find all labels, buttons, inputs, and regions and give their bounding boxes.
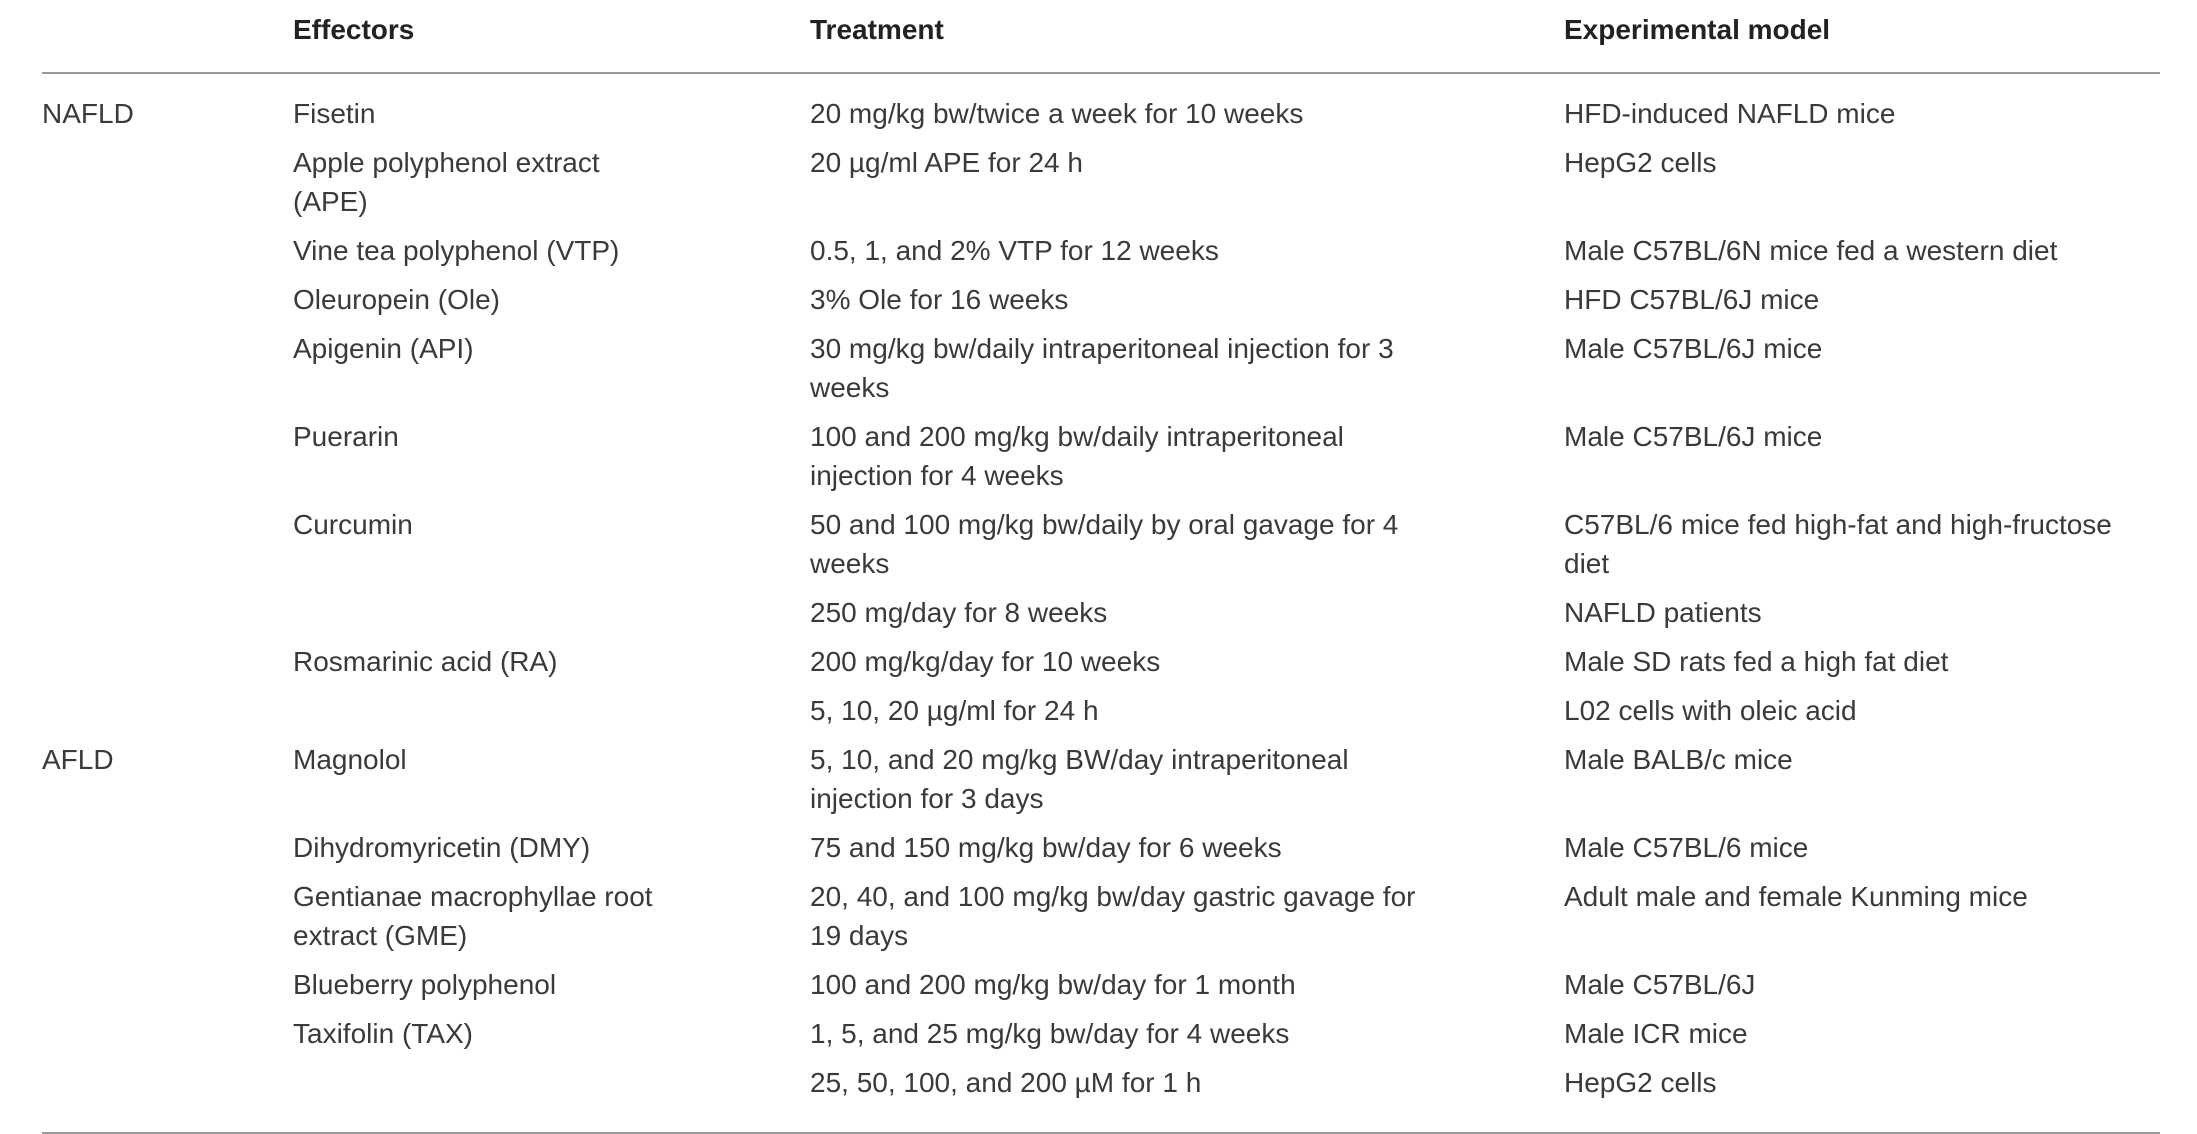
model-cell: Male C57BL/6 mice [1564,832,1809,863]
effector-cell: Magnolol [293,744,407,775]
table-row: AFLD Magnolol 5, 10, and 20 mg/kg BW/day i… [42,740,2160,828]
table-row: 250 mg/day for 8 weeks NAFLD patients [42,593,2160,642]
treatment-cell: 250 mg/day for 8 weeks [810,597,1108,628]
model-cell: Male ICR mice [1564,1018,1748,1049]
table-header: Effectors Treatment Experimental model [42,0,2160,74]
model-cell: HFD C57BL/6J mice [1564,284,1820,315]
treatment-cell: 0.5, 1, and 2% VTP for 12 weeks [810,235,1219,266]
treatment-cell: 100 and 200 mg/kg bw/daily intraperitone… [810,421,1344,491]
table-row: Rosmarinic acid (RA) 200 mg/kg/day for 10… [42,642,2160,691]
model-cell: Adult male and female Kunming mice [1564,881,2028,912]
effector-cell: Gentianae macrophyllae root extract (GME… [293,881,653,951]
table-row: Vine tea polyphenol (VTP) 0.5, 1, and 2% … [42,231,2160,280]
group-cell: NAFLD [42,98,134,129]
effector-cell: Rosmarinic acid (RA) [293,646,558,677]
model-cell: NAFLD patients [1564,597,1762,628]
effector-cell: Curcumin [293,509,413,540]
table-row: 25, 50, 100, and 200 µM for 1 h HepG2 cel… [42,1063,2160,1112]
table-row: Dihydromyricetin (DMY) 75 and 150 mg/kg b… [42,828,2160,877]
group-cell: AFLD [42,744,114,775]
treatment-cell: 1, 5, and 25 mg/kg bw/day for 4 weeks [810,1018,1290,1049]
effector-cell: Taxifolin (TAX) [293,1018,473,1049]
effector-cell: Apigenin (API) [293,333,474,364]
table-row: NAFLD Fisetin 20 mg/kg bw/twice a week for… [42,94,2160,143]
treatment-cell: 200 mg/kg/day for 10 weeks [810,646,1161,677]
table-row: Apigenin (API) 30 mg/kg bw/daily intraper… [42,329,2160,417]
model-cell: HepG2 cells [1564,147,1717,178]
effector-cell: Puerarin [293,421,399,452]
model-cell: Male SD rats fed a high fat diet [1564,646,1949,677]
treatment-cell: 50 and 100 mg/kg bw/daily by oral gavage… [810,509,1399,579]
effector-cell: Dihydromyricetin (DMY) [293,832,591,863]
table-body: NAFLD Fisetin 20 mg/kg bw/twice a week for… [42,74,2160,1134]
treatment-cell: 20 µg/ml APE for 24 h [810,147,1083,178]
table-row: Gentianae macrophyllae root extract (GME… [42,877,2160,965]
table-row: Blueberry polyphenol 100 and 200 mg/kg bw… [42,965,2160,1014]
effector-cell: Blueberry polyphenol [293,969,557,1000]
effector-cell: Fisetin [293,98,376,129]
header-effectors: Effectors [293,14,415,45]
treatment-cell: 5, 10, 20 µg/ml for 24 h [810,695,1099,726]
model-cell: L02 cells with oleic acid [1564,695,1857,726]
treatment-cell: 20, 40, and 100 mg/kg bw/day gastric gav… [810,881,1416,951]
header-experimental-model: Experimental model [1564,14,1831,45]
treatment-cell: 75 and 150 mg/kg bw/day for 6 weeks [810,832,1282,863]
table-row: Curcumin 50 and 100 mg/kg bw/daily by ora… [42,505,2160,593]
model-cell: HFD-induced NAFLD mice [1564,98,1896,129]
treatment-cell: 20 mg/kg bw/twice a week for 10 weeks [810,98,1304,129]
table-row: Oleuropein (Ole) 3% Ole for 16 weeks HFD C… [42,280,2160,329]
table-row: Taxifolin (TAX) 1, 5, and 25 mg/kg bw/day… [42,1014,2160,1063]
treatment-cell: 5, 10, and 20 mg/kg BW/day intraperitone… [810,744,1349,814]
treatment-cell: 3% Ole for 16 weeks [810,284,1069,315]
treatment-cell: 25, 50, 100, and 200 µM for 1 h [810,1067,1202,1098]
data-table: Effectors Treatment Experimental model N… [42,0,2160,1134]
treatment-cell: 100 and 200 mg/kg bw/day for 1 month [810,969,1296,1000]
model-cell: Male C57BL/6N mice fed a western diet [1564,235,2058,266]
table-row: Apple polyphenol extract (APE) 20 µg/ml A… [42,143,2160,231]
effector-cell: Vine tea polyphenol (VTP) [293,235,620,266]
treatment-cell: 30 mg/kg bw/daily intraperitoneal inject… [810,333,1394,403]
model-cell: C57BL/6 mice fed high-fat and high-fruct… [1564,509,2112,579]
model-cell: HepG2 cells [1564,1067,1717,1098]
model-cell: Male C57BL/6J [1564,969,1756,1000]
header-treatment: Treatment [810,14,944,45]
table-row: Puerarin 100 and 200 mg/kg bw/daily intra… [42,417,2160,505]
table-row: 5, 10, 20 µg/ml for 24 h L02 cells with o… [42,691,2160,740]
effector-cell: Apple polyphenol extract (APE) [293,147,600,217]
model-cell: Male BALB/c mice [1564,744,1793,775]
model-cell: Male C57BL/6J mice [1564,421,1823,452]
effector-cell: Oleuropein (Ole) [293,284,500,315]
model-cell: Male C57BL/6J mice [1564,333,1823,364]
